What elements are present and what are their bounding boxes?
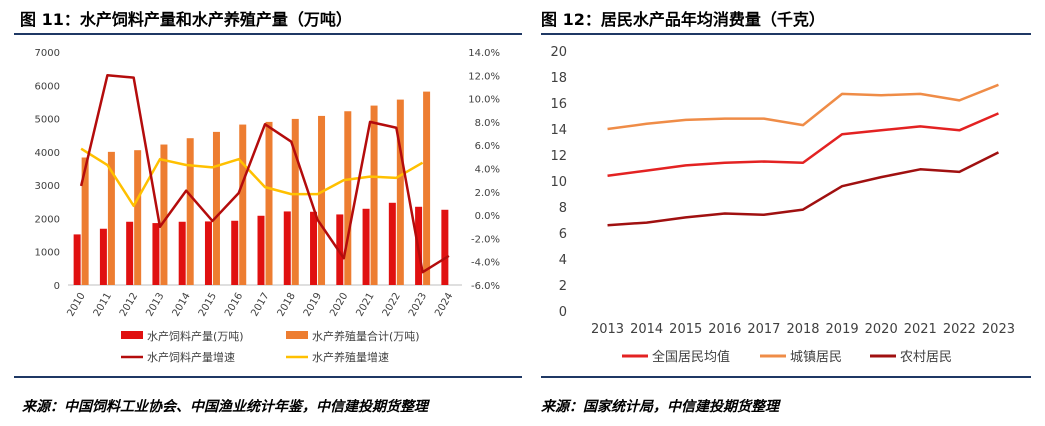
right-y-tick-label: -4.0%: [471, 258, 500, 269]
aquaculture-output-bar: [318, 115, 326, 285]
feed-output-bar: [257, 215, 265, 285]
feed-output-bar: [73, 234, 81, 285]
feed-output-bar: [388, 202, 396, 285]
aquaculture-output-bar: [370, 105, 378, 285]
aquaculture-output-bar: [344, 111, 352, 286]
left-y-tick-label: 6000: [35, 81, 60, 92]
right-y-tick-label: 12.0%: [468, 71, 500, 82]
y-tick-label: 14: [550, 123, 567, 138]
legend-aquaculture-growth-label: 水产养殖量增速: [312, 350, 389, 364]
legend-aquaculture-output-label: 水产养殖量合计(万吨): [312, 329, 420, 343]
rural-residents-line: [607, 151, 1000, 227]
left-y-tick-label: 3000: [35, 181, 60, 192]
y-tick-label: 16: [550, 97, 567, 112]
x-tick-label: 2021: [904, 322, 937, 337]
legend-feed-growth-label: 水产饲料产量增速: [147, 350, 235, 364]
y-tick-label: 18: [550, 71, 567, 86]
right-top-rule: [541, 33, 1031, 35]
aquaculture-output-bar: [134, 150, 142, 285]
feed-output-bar: [362, 208, 370, 285]
right-y-tick-label: 8.0%: [475, 118, 500, 129]
left-y-tick-label: 7000: [35, 48, 60, 59]
right-bottom-rule: [541, 376, 1031, 378]
aquaculture-output-bar: [81, 157, 89, 285]
right-y-tick-label: 4.0%: [475, 165, 500, 176]
right-y-tick-label: -6.0%: [471, 281, 500, 292]
y-tick-label: 4: [559, 253, 567, 268]
y-tick-label: 8: [559, 201, 567, 216]
urban-residents-line: [607, 83, 999, 131]
aquaculture-output-bar: [423, 91, 431, 285]
feed-growth-line: [79, 74, 450, 274]
national-average-line: [607, 112, 999, 178]
feed-output-bar: [441, 209, 449, 285]
right-y-tick-label: 0.0%: [475, 211, 500, 222]
feed-output-bar: [231, 220, 239, 285]
left-source-note: 来源：中国饲料工业协会、中国渔业统计年鉴，中信建投期货整理: [22, 399, 428, 415]
y-tick-label: 20: [550, 45, 567, 60]
aquaculture-output-bar: [396, 99, 404, 285]
x-tick-label: 2016: [708, 322, 741, 337]
feed-output-bar: [178, 221, 186, 285]
x-tick-label: 2013: [591, 322, 624, 337]
left-top-rule: [14, 33, 522, 35]
x-tick-label: 2023: [982, 322, 1015, 337]
left-chart-title: 图 11：水产饲料产量和水产养殖产量（万吨）: [20, 10, 352, 29]
left-y-tick-label: 0: [54, 281, 60, 292]
right-y-tick-label: -2.0%: [471, 234, 500, 245]
right-y-tick-label: 10.0%: [468, 95, 500, 106]
legend-feed-output-swatch: [121, 331, 143, 339]
aquaculture-output-bar: [239, 124, 247, 285]
feed-output-bar: [310, 211, 318, 285]
x-tick-label: 2019: [826, 322, 859, 337]
aquaculture-output-bar: [212, 131, 220, 285]
left-y-tick-label: 5000: [35, 115, 60, 126]
right-y-tick-label: 2.0%: [475, 188, 500, 199]
aquaculture-output-bar: [107, 151, 115, 285]
aquaculture-output-bar: [291, 118, 299, 285]
right-source-note: 来源：国家统计局，中信建投期货整理: [541, 399, 779, 415]
x-tick-label: 2022: [943, 322, 976, 337]
x-tick-label: 2014: [630, 322, 663, 337]
aquaculture-output-bar: [160, 144, 168, 285]
y-tick-label: 2: [559, 279, 567, 294]
x-tick-label: 2020: [865, 322, 898, 337]
y-tick-label: 6: [559, 227, 567, 242]
right-y-tick-label: 14.0%: [468, 48, 500, 59]
feed-output-bar: [99, 228, 107, 285]
legend-urban-residents-label: 城镇居民: [790, 350, 842, 365]
right-y-tick-label: 6.0%: [475, 141, 500, 152]
feed-output-bar: [152, 223, 160, 285]
right-chart-title: 图 12：居民水产品年均消费量（千克）: [541, 10, 825, 29]
feed-output-bar: [283, 211, 291, 285]
aquaculture-output-bar: [186, 138, 194, 285]
left-y-tick-label: 2000: [35, 214, 60, 225]
x-tick-label: 2018: [786, 322, 819, 337]
x-tick-label: 2017: [747, 322, 780, 337]
legend-aquaculture-output-swatch: [286, 331, 308, 339]
left-y-tick-label: 4000: [35, 148, 60, 159]
feed-output-bar: [336, 214, 344, 285]
legend-feed-output-label: 水产饲料产量(万吨): [147, 329, 244, 343]
aquaculture-output-bar: [265, 121, 273, 286]
left-bottom-rule: [14, 376, 522, 378]
y-tick-label: 12: [550, 149, 567, 164]
y-tick-label: 0: [559, 305, 567, 320]
x-tick-label: 2015: [669, 322, 702, 337]
feed-output-bar: [204, 221, 212, 285]
aquaculture-growth-line: [80, 147, 424, 208]
y-tick-label: 10: [550, 175, 567, 190]
legend-national-average-label: 全国居民均值: [652, 349, 730, 365]
left-y-tick-label: 1000: [35, 248, 60, 259]
feed-output-bar: [126, 221, 134, 285]
legend-rural-residents-label: 农村居民: [900, 350, 952, 365]
